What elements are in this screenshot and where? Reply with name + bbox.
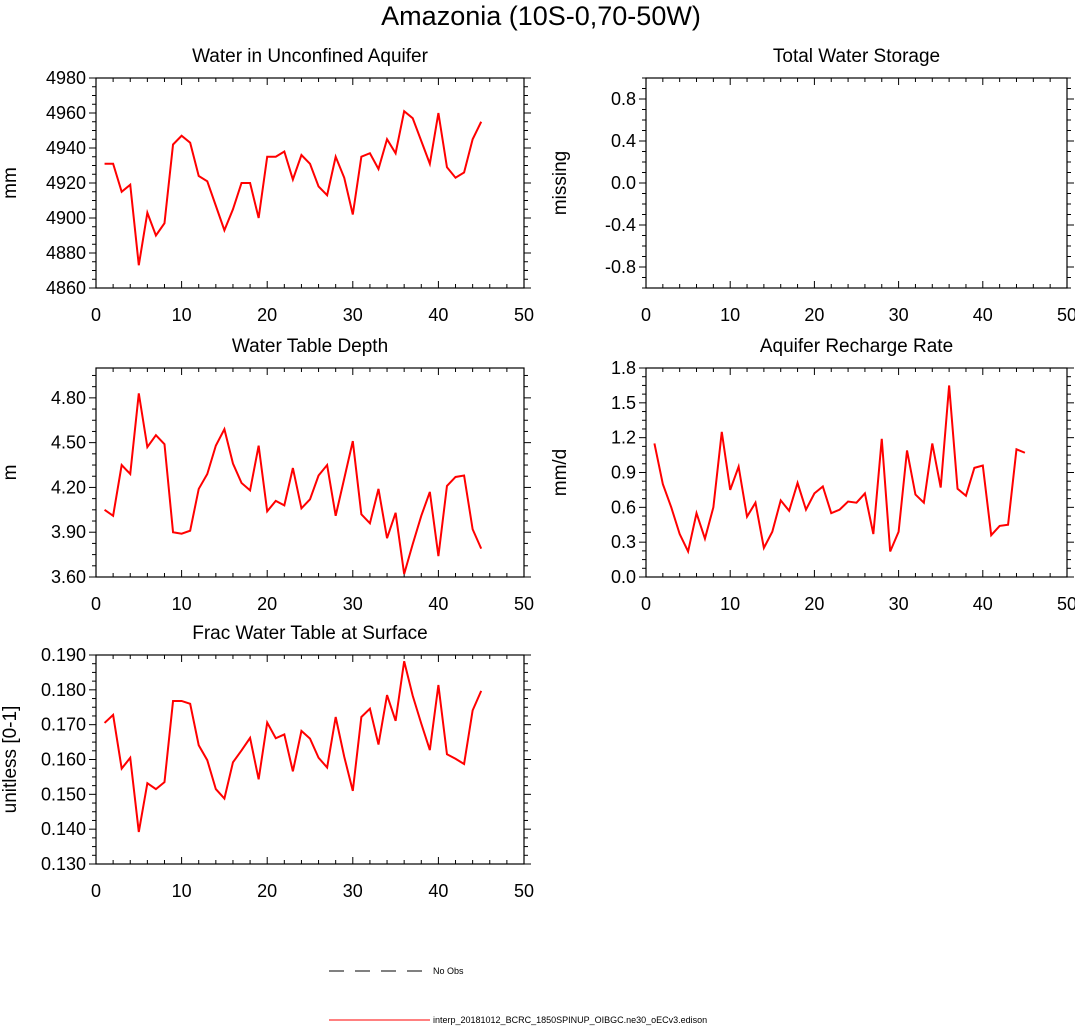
y-tick-label: 4900 xyxy=(46,208,86,228)
plot-frame xyxy=(95,654,525,865)
x-tick-label: 0 xyxy=(91,881,101,901)
panel-title: Water in Unconfined Aquifer xyxy=(192,46,429,67)
x-tick-label: 50 xyxy=(1057,305,1075,325)
x-tick-label: 10 xyxy=(172,881,192,901)
x-tick-label: 10 xyxy=(720,594,740,614)
y-tick-label: 4860 xyxy=(46,278,86,298)
x-tick-label: 20 xyxy=(257,881,277,901)
x-tick-label: 20 xyxy=(804,594,824,614)
panel-title: Water Table Depth xyxy=(232,336,388,357)
panel-water-in-unconfined-aquifer: Water in Unconfined Aquifer 0 10 20 30 40 50 48… xyxy=(0,46,534,325)
plot-frame xyxy=(645,77,1068,289)
y-axis-label: m xyxy=(0,465,21,481)
panel-frac-water-table-at-surface: Frac Water Table at Surface 0 10 20 30 40 50 0.… xyxy=(0,623,534,901)
y-tick-label: 0.0 xyxy=(611,173,636,193)
y-tick-label: 1.5 xyxy=(611,393,636,413)
x-tick-label: 0 xyxy=(641,594,651,614)
series-line-water-table-depth xyxy=(103,393,483,575)
series-line-water-in-unconfined-aquifer xyxy=(104,109,483,266)
figure-title: Amazonia (10S-0,70-50W) xyxy=(381,1,701,31)
x-tick-label: 0 xyxy=(91,594,101,614)
plot-frame xyxy=(95,77,525,289)
x-tick-label: 50 xyxy=(514,594,534,614)
panel-aquifer-recharge-rate: Aquifer Recharge Rate 0 10 20 30 40 50 0.0 0.3 0.… xyxy=(550,336,1075,614)
plot-frame xyxy=(95,367,525,578)
y-tick-label: 0.4 xyxy=(611,131,636,151)
y-tick-label: 0.9 xyxy=(611,463,636,483)
y-tick-label: 4880 xyxy=(46,243,86,263)
y-tick-label: 1.8 xyxy=(611,358,636,378)
y-tick-label: 0.170 xyxy=(41,715,86,735)
legend-label-no-obs: No Obs xyxy=(433,966,464,976)
x-tick-label: 30 xyxy=(889,594,909,614)
y-tick-label: 1.2 xyxy=(611,428,636,448)
x-tick-label: 20 xyxy=(804,305,824,325)
panel-title: Frac Water Table at Surface xyxy=(192,623,428,644)
x-tick-label: 50 xyxy=(1057,594,1075,614)
y-tick-label: -0.8 xyxy=(605,257,636,277)
y-tick-label: 3.90 xyxy=(51,522,86,542)
y-axis-label: unitless [0-1] xyxy=(0,706,21,814)
x-tick-label: 40 xyxy=(973,594,993,614)
x-tick-label: 10 xyxy=(172,594,192,614)
x-tick-label: 10 xyxy=(720,305,740,325)
panel-total-water-storage: Total Water Storage 0 10 20 30 40 50 -0.8 -0.4 0.… xyxy=(550,46,1075,325)
x-tick-label: 30 xyxy=(343,594,363,614)
y-tick-label: 0.6 xyxy=(611,497,636,517)
x-tick-label: 0 xyxy=(91,305,101,325)
x-tick-label: 40 xyxy=(973,305,993,325)
legend: No Obs interp_20181012_BCRC_1850SPINUP_O… xyxy=(329,966,707,1025)
y-tick-label: 0.160 xyxy=(41,750,86,770)
y-tick-label: 4.20 xyxy=(51,477,86,497)
y-tick-label: 0.8 xyxy=(611,89,636,109)
y-tick-label: 0.150 xyxy=(41,784,86,804)
x-tick-label: 40 xyxy=(428,881,448,901)
y-tick-label: 0.0 xyxy=(611,567,636,587)
y-axis-label: missing xyxy=(550,151,571,215)
panel-title: Aquifer Recharge Rate xyxy=(760,336,953,357)
x-tick-label: 40 xyxy=(428,305,448,325)
series-line-frac-water-table-at-surface xyxy=(103,661,483,833)
y-tick-label: 0.180 xyxy=(41,680,86,700)
y-tick-label: 4.50 xyxy=(51,433,86,453)
x-tick-label: 20 xyxy=(257,305,277,325)
x-tick-label: 10 xyxy=(172,305,192,325)
y-tick-label: 0.130 xyxy=(41,854,86,874)
series-line-aquifer-recharge-rate xyxy=(653,385,1026,555)
y-tick-label: 3.60 xyxy=(51,567,86,587)
x-tick-label: 30 xyxy=(343,305,363,325)
x-tick-label: 30 xyxy=(889,305,909,325)
y-tick-label: 4920 xyxy=(46,173,86,193)
x-tick-label: 30 xyxy=(343,881,363,901)
x-tick-label: 50 xyxy=(514,305,534,325)
x-tick-label: 20 xyxy=(257,594,277,614)
panel-title: Total Water Storage xyxy=(773,46,940,67)
x-tick-label: 0 xyxy=(641,305,651,325)
panel-water-table-depth: Water Table Depth 0 10 20 30 40 50 3.60 3.90 4.20… xyxy=(0,336,534,614)
y-axis-label: mm xyxy=(0,167,21,199)
y-tick-label: 4.80 xyxy=(51,388,86,408)
y-tick-label: 0.140 xyxy=(41,819,86,839)
legend-label-model: interp_20181012_BCRC_1850SPINUP_OIBGC.ne… xyxy=(433,1015,707,1025)
panels-group: Water in Unconfined Aquifer 0 10 20 30 40 50 48… xyxy=(0,46,1075,901)
y-tick-label: 0.190 xyxy=(41,645,86,665)
plot-frame xyxy=(645,367,1068,578)
x-tick-label: 50 xyxy=(514,881,534,901)
y-tick-label: 0.3 xyxy=(611,532,636,552)
y-tick-label: 4980 xyxy=(46,68,86,88)
y-tick-label: 4940 xyxy=(46,138,86,158)
y-tick-label: 4960 xyxy=(46,103,86,123)
y-tick-label: -0.4 xyxy=(605,215,636,235)
y-axis-label: mm/d xyxy=(550,449,571,497)
x-tick-label: 40 xyxy=(428,594,448,614)
